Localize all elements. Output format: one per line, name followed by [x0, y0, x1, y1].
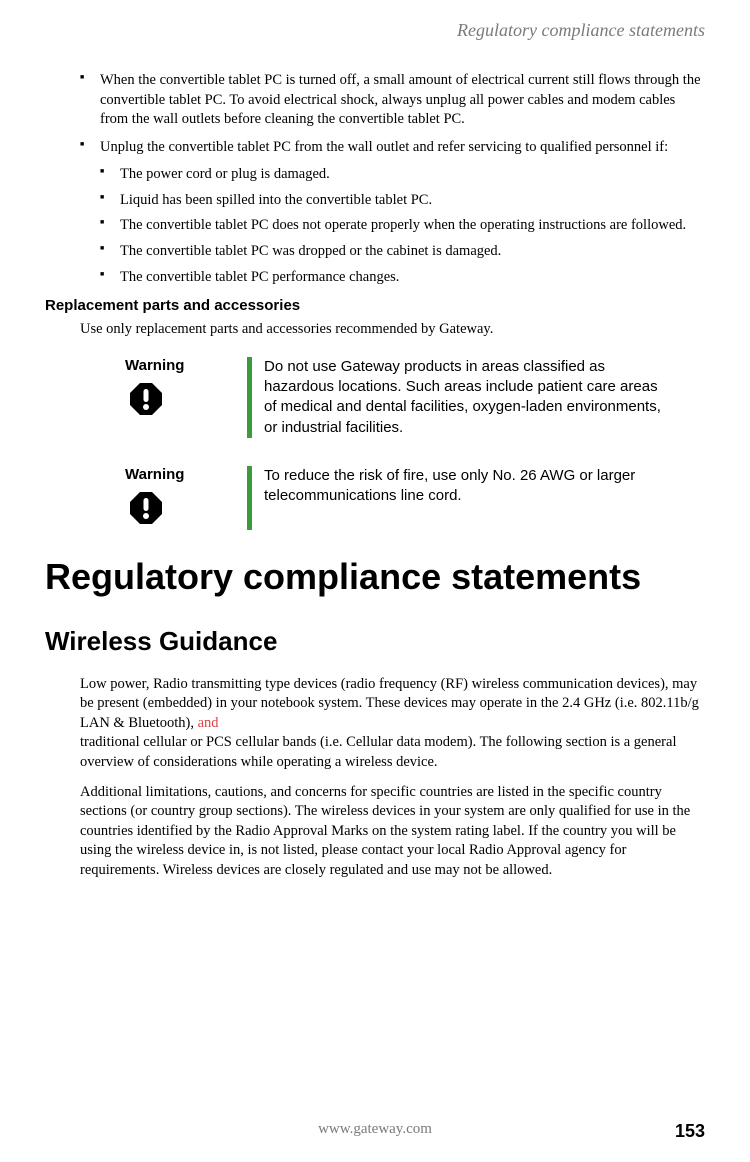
warning-label: Warning [125, 357, 184, 374]
top-bullet-list: When the convertible tablet PC is turned… [80, 71, 705, 157]
wireless-para-2: Additional limitations, cautions, and co… [80, 783, 705, 881]
sub-heading: Wireless Guidance [45, 626, 705, 657]
list-item: The power cord or plug is damaged. [100, 165, 705, 185]
exclamation-icon [129, 491, 163, 530]
warning-block: Warning Do not use Gateway products in a… [125, 357, 665, 438]
warning-label: Warning [125, 466, 184, 483]
page-number: 153 [675, 1121, 705, 1142]
main-heading: Regulatory compliance statements [45, 558, 705, 596]
page-footer: www.gateway.com 153 [0, 1121, 750, 1138]
warning-block: Warning To reduce the risk of fire, use … [125, 466, 665, 530]
warning-divider [247, 466, 252, 530]
warning-text: Do not use Gateway products in areas cla… [264, 357, 665, 438]
running-header: Regulatory compliance statements [45, 20, 705, 41]
warning-left: Warning [125, 357, 235, 438]
list-item: Unplug the convertible tablet PC from th… [80, 138, 705, 158]
replacement-text: Use only replacement parts and accessori… [80, 320, 705, 339]
list-item: The convertible tablet PC was dropped or… [100, 242, 705, 262]
and-text: and [198, 715, 219, 731]
sub-bullet-list: The power cord or plug is damaged. Liqui… [100, 165, 705, 287]
list-item: When the convertible tablet PC is turned… [80, 71, 705, 130]
list-item: The convertible tablet PC does not opera… [100, 216, 705, 236]
para-text: Low power, Radio transmitting type devic… [80, 676, 699, 731]
replacement-heading: Replacement parts and accessories [45, 297, 705, 314]
warning-divider [247, 357, 252, 438]
warning-text: To reduce the risk of fire, use only No.… [264, 466, 665, 530]
wireless-para-1: Low power, Radio transmitting type devic… [80, 675, 705, 773]
list-item: The convertible tablet PC performance ch… [100, 268, 705, 288]
para-text: traditional cellular or PCS cellular ban… [80, 734, 676, 770]
footer-url: www.gateway.com [318, 1121, 432, 1138]
list-item: Liquid has been spilled into the convert… [100, 191, 705, 211]
warning-left: Warning [125, 466, 235, 530]
exclamation-icon [129, 382, 163, 421]
